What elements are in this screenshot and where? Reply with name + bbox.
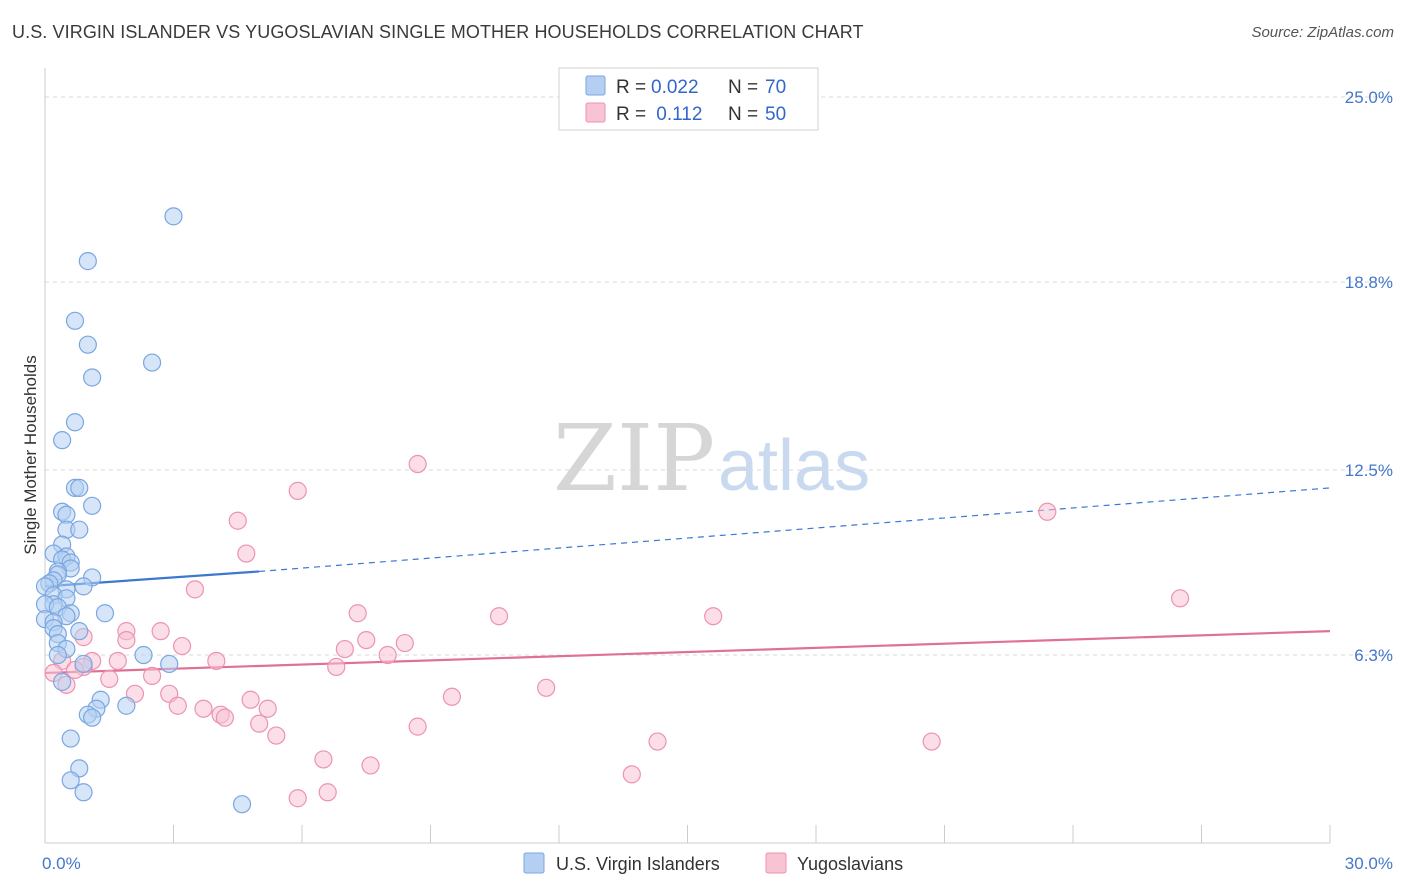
- pink-point-3: [1038, 502, 1057, 521]
- legend-r-label-pink: R =: [616, 104, 646, 125]
- pink-point-35: [168, 696, 187, 715]
- blue-point-40: [70, 622, 89, 641]
- blue-point-48: [53, 672, 72, 691]
- legend-r-label-blue: R =: [616, 77, 646, 98]
- pink-point-49: [288, 789, 307, 808]
- pink-point-47: [622, 765, 641, 784]
- pink-point-36: [194, 699, 213, 718]
- blue-point-3: [78, 335, 97, 354]
- pink-point-1: [288, 481, 307, 500]
- series-legend: U.S. Virgin Islanders Yugoslavians: [523, 852, 903, 874]
- blue-point-45: [134, 645, 153, 665]
- blue-point-46: [74, 654, 93, 674]
- blue-point-6: [65, 413, 85, 432]
- pink-point-37: [258, 699, 277, 718]
- blue-point-44: [48, 645, 67, 665]
- watermark-zip: ZIP: [553, 405, 715, 512]
- pink-point-16: [172, 636, 192, 656]
- pink-point-39: [215, 708, 234, 727]
- legend-swatch-blue: [585, 75, 606, 96]
- chart-title: U.S. VIRGIN ISLANDER VS YUGOSLAVIAN SING…: [12, 22, 864, 42]
- pink-point-13: [117, 630, 136, 650]
- pink-point-20: [207, 651, 226, 671]
- blue-trend-extension: [259, 487, 1331, 573]
- legend-r-value-blue: 0.022: [651, 77, 699, 98]
- pink-point-48: [318, 783, 337, 802]
- axes: [44, 68, 1331, 844]
- legend-n-label-pink: N =: [728, 104, 758, 125]
- blue-point-36: [95, 604, 115, 623]
- series-legend-label-blue: U.S. Virgin Islanders: [556, 854, 720, 874]
- pink-point-2: [228, 511, 247, 530]
- legend-swatch-pink: [585, 102, 606, 123]
- x-tick-label-0: 0.0%: [42, 854, 81, 873]
- tick-labels: 6.3% 12.5% 18.8% 25.0% 0.0% 30.0%: [42, 88, 1393, 873]
- y-tick-label-3: 25.0%: [1345, 88, 1393, 107]
- pink-point-7: [348, 604, 367, 623]
- pink-point-44: [922, 732, 941, 751]
- stats-legend: R = 0.022 N = 70 R = 0.112 N = 50: [558, 67, 819, 131]
- pink-point-45: [314, 750, 333, 769]
- blue-point-56: [61, 771, 80, 790]
- legend-n-value-blue: 70: [765, 77, 786, 98]
- gridlines: [45, 96, 1392, 656]
- series-legend-swatch-blue: [523, 852, 545, 874]
- blue-point-4: [142, 353, 162, 372]
- data-points: [35, 207, 1190, 814]
- pink-point-27: [142, 666, 162, 685]
- pink-point-5: [185, 580, 205, 599]
- series-legend-swatch-pink: [765, 852, 787, 874]
- blue-point-14: [70, 520, 89, 539]
- pink-point-4: [237, 544, 256, 563]
- blue-point-58: [232, 795, 252, 814]
- legend-n-label-blue: N =: [728, 77, 758, 98]
- watermark-atlas: atlas: [718, 426, 870, 506]
- pink-point-33: [537, 678, 556, 697]
- blue-point-53: [117, 696, 136, 715]
- pink-point-14: [357, 630, 376, 650]
- pink-point-40: [250, 714, 269, 733]
- pink-point-11: [151, 622, 170, 641]
- blue-point-47: [160, 654, 179, 674]
- blue-point-1: [78, 252, 97, 271]
- series-legend-label-pink: Yugoslavians: [797, 854, 903, 874]
- pink-point-28: [100, 669, 119, 688]
- pink-point-34: [241, 690, 260, 709]
- y-tick-label-2: 18.8%: [1345, 273, 1393, 292]
- pink-point-0: [408, 454, 427, 474]
- pink-point-6: [1170, 589, 1190, 608]
- blue-point-7: [53, 431, 72, 450]
- pink-point-15: [395, 633, 414, 653]
- blue-point-5: [83, 368, 102, 387]
- blue-point-54: [61, 729, 80, 748]
- blue-point-10: [83, 496, 102, 515]
- blue-point-9: [70, 478, 89, 498]
- pink-point-9: [704, 607, 723, 626]
- legend-r-value-pink: 0.112: [651, 104, 702, 125]
- y-tick-label-0: 6.3%: [1354, 646, 1393, 665]
- x-tick-label-1: 30.0%: [1345, 854, 1393, 873]
- pink-point-43: [648, 732, 667, 751]
- y-tick-label-1: 12.5%: [1345, 461, 1393, 480]
- pink-point-41: [408, 717, 427, 736]
- blue-point-27: [74, 577, 93, 596]
- blue-point-0: [164, 207, 183, 226]
- pink-point-18: [378, 645, 397, 665]
- pink-point-42: [267, 726, 286, 745]
- source-label: Source: ZipAtlas.com: [1251, 24, 1394, 41]
- pink-point-19: [108, 651, 127, 671]
- blue-point-57: [74, 783, 93, 802]
- blue-point-52: [83, 708, 102, 727]
- pink-trend-line: [44, 630, 1331, 675]
- pink-point-17: [335, 639, 354, 659]
- pink-point-46: [361, 756, 380, 775]
- pink-point-25: [327, 657, 346, 677]
- pink-point-32: [442, 687, 462, 706]
- legend-n-value-pink: 50: [765, 104, 786, 125]
- y-axis-label: Single Mother Households: [21, 355, 40, 554]
- pink-point-8: [489, 607, 509, 626]
- blue-point-2: [65, 311, 85, 330]
